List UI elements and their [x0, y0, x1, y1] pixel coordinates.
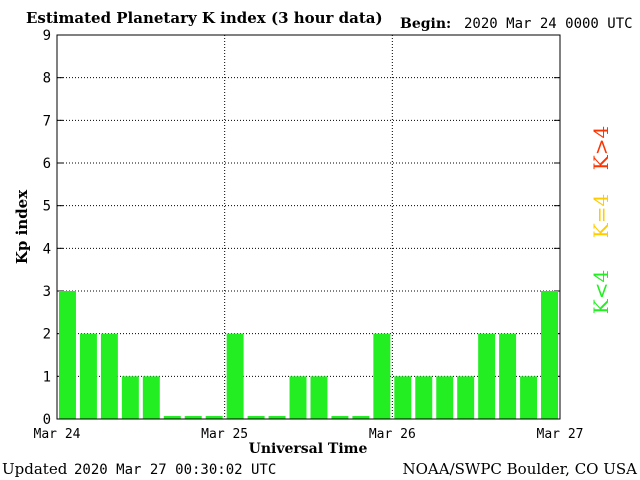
kp-bar — [163, 416, 181, 419]
kp-bar — [100, 333, 118, 419]
legend-k-greater-4: K>4 — [589, 126, 613, 170]
kp-bar — [184, 416, 202, 419]
kp-bar — [59, 291, 76, 419]
y-tick-label: 1 — [43, 369, 51, 385]
kp-bar — [394, 376, 412, 419]
kp-bar — [310, 376, 328, 419]
x-tick-labels: Mar 24 Mar 25 Mar 26 Mar 27 — [34, 427, 584, 442]
kp-bar — [499, 333, 517, 419]
updated-label: Updated — [2, 460, 68, 478]
kp-bar — [457, 376, 475, 419]
kp-bar — [352, 416, 370, 419]
kp-bar — [247, 416, 265, 419]
kp-bar — [121, 376, 139, 419]
kp-bar — [268, 416, 286, 419]
kp-bar — [478, 333, 496, 419]
y-tick-label: 2 — [43, 327, 51, 343]
kp-bar — [289, 376, 307, 419]
y-tick-label: 4 — [43, 241, 51, 257]
y-tick-label: 0 — [43, 412, 51, 428]
x-tick-label: Mar 26 — [369, 427, 416, 442]
kp-bar — [373, 333, 391, 419]
y-tick-label: 6 — [43, 156, 51, 172]
x-axis-label: Universal Time — [249, 441, 368, 457]
y-tick-label: 5 — [43, 199, 51, 215]
y-tick-label: 8 — [43, 71, 51, 87]
legend-k-equal-4: K=4 — [589, 194, 613, 238]
x-tick-label: Mar 25 — [201, 427, 248, 442]
bars — [59, 291, 558, 419]
kp-bar — [142, 376, 160, 419]
y-tick-label: 3 — [43, 284, 51, 300]
source-credit: NOAA/SWPC Boulder, CO USA — [402, 460, 637, 478]
chart-title: Estimated Planetary K index (3 hour data… — [26, 9, 383, 27]
y-tick-label: 7 — [43, 113, 51, 129]
kp-bar — [331, 416, 349, 419]
kp-bar — [541, 291, 558, 419]
legend-k-less-4: K<4 — [589, 270, 613, 314]
kp-bar — [436, 376, 454, 419]
plot-frame — [56, 34, 561, 420]
begin-label: Begin: — [400, 16, 451, 32]
kp-bar — [205, 416, 223, 419]
x-tick-label: Mar 27 — [537, 427, 584, 442]
x-tick-label: Mar 24 — [34, 427, 81, 442]
kp-bar — [415, 376, 433, 419]
y-tick-label: 9 — [43, 28, 51, 44]
begin-value: 2020 Mar 24 0000 UTC — [464, 16, 633, 32]
updated-value: 2020 Mar 27 00:30:02 UTC — [74, 462, 276, 478]
y-axis-label: Kp index — [13, 189, 31, 264]
kp-bar — [226, 333, 244, 419]
kp-bar — [79, 333, 97, 419]
kp-bar — [520, 376, 538, 419]
y-tick-labels: 0 1 2 3 4 5 6 7 8 9 — [43, 28, 51, 428]
